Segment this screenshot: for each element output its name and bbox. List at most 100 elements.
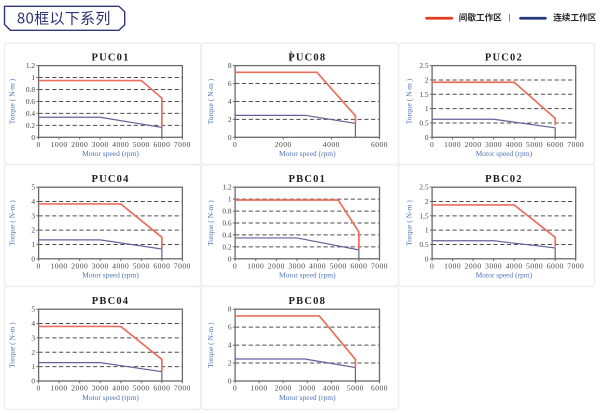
svg-text:1: 1 bbox=[228, 195, 232, 204]
svg-text:2000: 2000 bbox=[275, 384, 292, 393]
svg-text:1.2: 1.2 bbox=[222, 183, 232, 192]
svg-text:0.2: 0.2 bbox=[222, 242, 232, 251]
svg-text:0: 0 bbox=[228, 254, 232, 263]
svg-text:0: 0 bbox=[31, 133, 35, 142]
svg-text:2000: 2000 bbox=[268, 261, 285, 270]
svg-text:5000: 5000 bbox=[133, 261, 150, 270]
svg-text:Torque ( N-m ): Torque ( N-m ) bbox=[206, 200, 215, 246]
svg-text:6000: 6000 bbox=[153, 384, 170, 393]
svg-text:6000: 6000 bbox=[371, 384, 388, 393]
svg-text:3: 3 bbox=[31, 333, 35, 342]
svg-text:1000: 1000 bbox=[51, 384, 68, 393]
svg-text:0: 0 bbox=[36, 140, 40, 149]
svg-text:0: 0 bbox=[233, 140, 237, 149]
svg-text:4000: 4000 bbox=[112, 384, 129, 393]
svg-text:0: 0 bbox=[31, 377, 35, 386]
svg-text:PBC04: PBC04 bbox=[92, 296, 130, 307]
svg-text:1,5: 1,5 bbox=[419, 211, 429, 220]
svg-text:5000: 5000 bbox=[330, 261, 347, 270]
svg-text:4000: 4000 bbox=[323, 140, 340, 149]
svg-text:1.5: 1.5 bbox=[419, 90, 429, 99]
svg-text:0.4: 0.4 bbox=[26, 109, 36, 118]
svg-text:0.4: 0.4 bbox=[222, 230, 232, 239]
svg-text:3000: 3000 bbox=[299, 384, 316, 393]
svg-text:4000: 4000 bbox=[506, 140, 523, 149]
svg-text:2: 2 bbox=[228, 115, 232, 124]
svg-text:1000: 1000 bbox=[251, 384, 268, 393]
svg-text:0.5: 0.5 bbox=[419, 118, 429, 127]
svg-text:PBC01: PBC01 bbox=[289, 174, 327, 185]
svg-text:2.5: 2.5 bbox=[419, 61, 429, 70]
svg-text:0: 0 bbox=[430, 261, 434, 270]
svg-text:2.5: 2.5 bbox=[419, 183, 429, 192]
svg-text:5000: 5000 bbox=[526, 261, 543, 270]
svg-text:3000: 3000 bbox=[92, 384, 109, 393]
svg-text:0: 0 bbox=[425, 133, 429, 142]
svg-text:3000: 3000 bbox=[92, 140, 109, 149]
svg-text:Motor speed (rpm): Motor speed (rpm) bbox=[279, 149, 336, 158]
svg-text:7000: 7000 bbox=[567, 261, 584, 270]
svg-text:1000: 1000 bbox=[444, 261, 461, 270]
svg-text:PBC02: PBC02 bbox=[485, 174, 523, 185]
svg-text:PUC04: PUC04 bbox=[91, 174, 129, 185]
svg-text:2000: 2000 bbox=[71, 261, 88, 270]
svg-text:2: 2 bbox=[31, 226, 35, 235]
svg-text:Motor speed (rpm): Motor speed (rpm) bbox=[82, 271, 139, 280]
svg-text:7000: 7000 bbox=[174, 384, 191, 393]
svg-text:间歇工作区: 间歇工作区 bbox=[459, 12, 502, 24]
svg-text:1000: 1000 bbox=[444, 140, 461, 149]
svg-text:7000: 7000 bbox=[174, 261, 191, 270]
svg-text:2: 2 bbox=[425, 197, 429, 206]
svg-text:4000: 4000 bbox=[309, 261, 326, 270]
svg-text:PBC08: PBC08 bbox=[289, 296, 327, 307]
svg-text:2000: 2000 bbox=[465, 261, 482, 270]
svg-text:0.6: 0.6 bbox=[222, 219, 232, 228]
svg-text:3000: 3000 bbox=[485, 140, 502, 149]
svg-text:PUC01: PUC01 bbox=[91, 52, 129, 63]
svg-text:Motor speed (rpm): Motor speed (rpm) bbox=[82, 149, 139, 158]
svg-text:4000: 4000 bbox=[112, 140, 129, 149]
svg-text:0: 0 bbox=[425, 254, 429, 263]
svg-text:0: 0 bbox=[228, 377, 232, 386]
svg-text:7000: 7000 bbox=[174, 140, 191, 149]
svg-text:8: 8 bbox=[228, 61, 232, 70]
svg-text:5000: 5000 bbox=[347, 384, 364, 393]
svg-text:1: 1 bbox=[31, 73, 35, 82]
svg-text:4: 4 bbox=[31, 319, 35, 328]
svg-text:Torque ( N-m ): Torque ( N-m ) bbox=[8, 200, 17, 246]
svg-text:Motor speed (rpm): Motor speed (rpm) bbox=[476, 149, 533, 158]
svg-text:7000: 7000 bbox=[371, 261, 388, 270]
svg-text:6: 6 bbox=[228, 323, 232, 332]
svg-text:5000: 5000 bbox=[133, 140, 150, 149]
svg-text:0.8: 0.8 bbox=[26, 85, 36, 94]
svg-text:1: 1 bbox=[425, 226, 429, 235]
svg-text:4: 4 bbox=[31, 197, 35, 206]
svg-text:4: 4 bbox=[228, 341, 232, 350]
svg-text:Torque ( N-m ): Torque ( N-m ) bbox=[8, 78, 17, 124]
svg-text:连续工作区: 连续工作区 bbox=[553, 12, 596, 24]
svg-text:Torque ( N-m ): Torque ( N-m ) bbox=[206, 322, 215, 368]
svg-text:Torque ( N-m ): Torque ( N-m ) bbox=[405, 200, 414, 246]
svg-text:0: 0 bbox=[233, 384, 237, 393]
svg-text:0: 0 bbox=[233, 261, 237, 270]
svg-text:2000: 2000 bbox=[275, 140, 292, 149]
svg-text:4: 4 bbox=[228, 97, 232, 106]
svg-text:8: 8 bbox=[228, 305, 232, 314]
svg-text:Motor speed (rpm): Motor speed (rpm) bbox=[476, 271, 533, 280]
svg-text:0: 0 bbox=[36, 261, 40, 270]
svg-text:0: 0 bbox=[31, 254, 35, 263]
svg-text:PUC08: PUC08 bbox=[288, 52, 326, 63]
svg-text:Torque ( N-m ): Torque ( N-m ) bbox=[8, 322, 17, 368]
svg-text:6000: 6000 bbox=[371, 140, 388, 149]
svg-text:1: 1 bbox=[425, 104, 429, 113]
svg-text:6: 6 bbox=[228, 79, 232, 88]
svg-text:6000: 6000 bbox=[153, 261, 170, 270]
svg-text:5000: 5000 bbox=[133, 384, 150, 393]
svg-text:4000: 4000 bbox=[112, 261, 129, 270]
svg-text:4000: 4000 bbox=[323, 384, 340, 393]
svg-text:1.2: 1.2 bbox=[26, 61, 36, 70]
svg-text:2000: 2000 bbox=[71, 140, 88, 149]
svg-text:3000: 3000 bbox=[288, 261, 305, 270]
svg-text:Motor speed (rpm): Motor speed (rpm) bbox=[82, 393, 139, 402]
svg-text:Torque ( N-m ): Torque ( N-m ) bbox=[405, 78, 414, 124]
